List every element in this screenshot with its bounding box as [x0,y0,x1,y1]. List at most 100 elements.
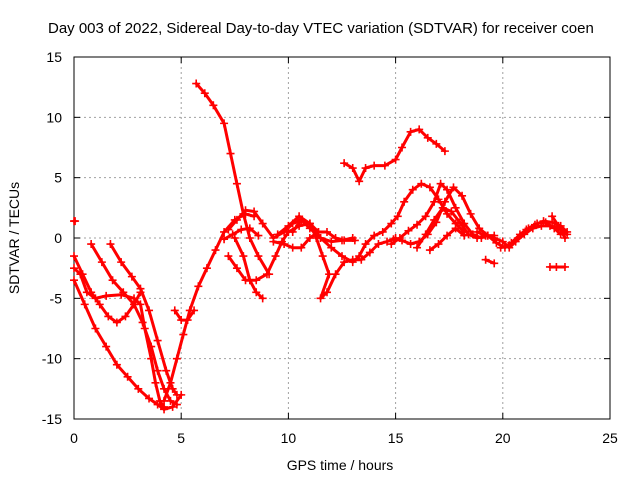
data-point-marker [262,270,271,279]
y-tick-label: 5 [54,170,62,186]
data-point-marker [183,316,192,325]
series-arc-16 [288,215,400,303]
series-arc-3 [70,252,145,327]
data-point-marker [473,227,482,236]
data-point-marker [554,221,563,230]
data-point-marker [232,215,241,224]
data-point-marker [404,226,413,235]
data-point-marker [220,227,229,236]
data-point-marker [560,234,569,242]
data-point-marker [119,288,128,297]
data-point-marker [340,159,349,168]
data-point-marker [492,238,501,247]
data-point-marker [194,282,203,291]
y-tick-label: 10 [46,109,62,125]
data-point-marker [430,215,439,224]
data-point-marker [449,183,458,192]
data-point-marker [331,234,340,242]
data-point-marker [496,243,505,252]
series-arc-25 [481,255,499,268]
data-point-marker [505,241,514,250]
data-point-marker [393,212,402,221]
x-tick-label: 20 [495,430,511,446]
data-point-marker [168,384,177,393]
data-point-marker [211,246,220,255]
data-point-marker [387,219,396,228]
series-trace [291,218,398,300]
data-point-marker [209,101,218,110]
data-point-marker [436,179,445,188]
data-point-marker [406,240,415,249]
data-point-marker [348,164,357,173]
data-point-marker [273,230,282,239]
data-point-marker [378,227,387,236]
series-trace [89,242,179,406]
series-arc-13 [220,224,263,244]
x-tick-label: 0 [70,430,78,446]
data-point-marker [350,236,359,245]
y-tick-label: -10 [42,351,62,367]
data-point-marker [130,300,139,309]
data-point-marker [70,264,78,273]
data-point-marker [228,230,237,239]
data-point-marker [425,246,434,255]
data-point-marker [117,258,126,267]
data-point-marker [421,230,430,239]
data-point-marker [434,240,443,249]
data-point-marker [550,224,559,233]
data-point-marker [297,215,306,224]
data-point-marker [563,227,572,236]
data-point-marker [365,248,374,257]
data-point-marker [200,89,209,98]
data-point-marker [443,231,452,240]
data-point-marker [430,197,439,206]
x-tick-label: 15 [388,430,404,446]
data-point-marker [348,255,357,264]
data-point-marker [226,149,235,158]
data-point-marker [432,139,441,148]
data-point-marker [530,220,539,229]
data-point-marker [331,270,340,279]
data-point-marker [383,237,392,246]
data-point-marker [560,262,569,271]
data-point-marker [153,336,162,345]
data-point-marker [340,258,349,267]
data-point-marker [269,237,278,246]
data-point-marker [415,125,424,134]
data-point-marker [147,342,156,351]
data-point-marker [447,207,456,216]
data-point-marker [254,231,263,240]
data-point-marker [224,252,233,261]
series-arc-8 [170,306,199,325]
x-axis-title: GPS time / hours [287,457,394,473]
data-point-marker [389,235,398,244]
data-point-marker [151,378,160,387]
data-point-marker [102,291,111,300]
data-point-marker [423,133,432,142]
data-point-marker [224,225,233,234]
data-point-marker [361,240,370,249]
data-point-marker [498,237,507,246]
series-trace [72,254,142,324]
y-tick-label: -15 [42,411,62,427]
data-point-marker [91,324,100,333]
data-point-marker [387,240,396,249]
data-point-marker [78,270,87,279]
data-point-marker [190,306,199,315]
data-point-marker [370,231,379,240]
x-tick-label: 10 [281,430,297,446]
series-arc-17 [340,125,449,186]
series-trace [194,82,271,276]
y-tick-label: -5 [50,290,63,306]
data-point-marker [513,234,522,242]
data-point-marker [548,212,557,221]
data-point-marker [145,306,154,315]
data-point-marker [153,400,162,409]
data-point-marker [112,318,121,327]
data-point-marker [97,258,106,267]
data-point-marker [316,294,325,303]
data-series [70,79,572,414]
data-point-marker [391,155,400,164]
data-point-marker [160,384,169,393]
data-point-marker [87,240,96,249]
